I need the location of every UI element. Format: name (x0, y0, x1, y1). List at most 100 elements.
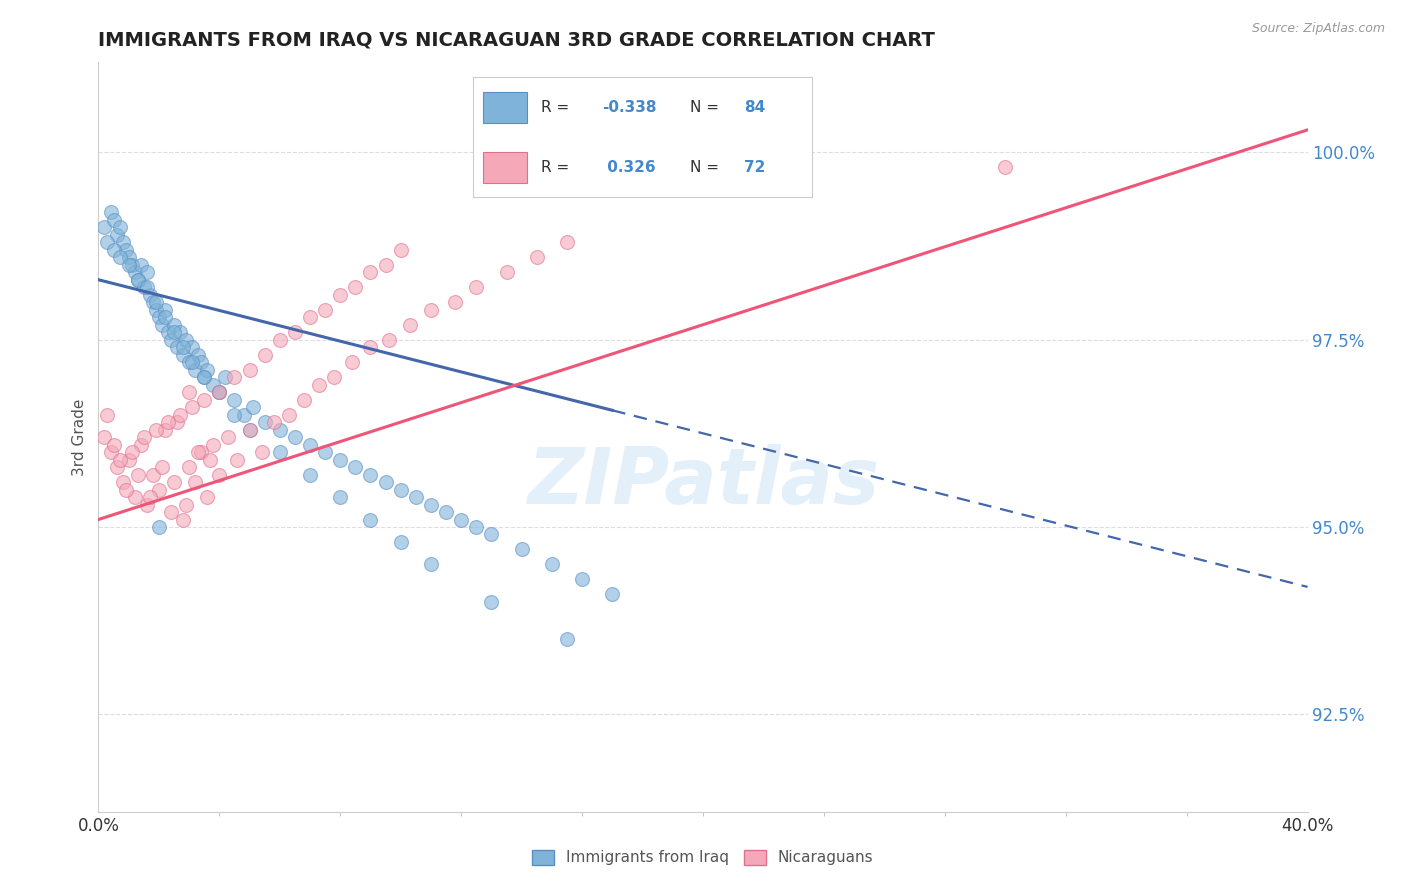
Point (160, 505, 183, 519)
Point (148, 520, 170, 534)
Point (163, 318, 186, 332)
Point (96, 408, 118, 422)
Point (344, 460, 367, 475)
Point (329, 490, 352, 504)
Point (179, 385, 201, 400)
Point (108, 250, 131, 264)
Point (156, 415, 179, 429)
Point (495, 265, 517, 279)
Point (208, 385, 231, 400)
Point (377, 333, 399, 347)
Point (202, 437, 225, 451)
Point (314, 445, 336, 459)
Point (142, 467, 165, 482)
Point (181, 355, 204, 369)
Point (314, 302, 336, 317)
Point (172, 348, 194, 362)
Point (208, 385, 231, 400)
Point (250, 445, 273, 459)
Point (111, 475, 134, 489)
Point (193, 370, 215, 384)
Point (465, 520, 488, 534)
Point (450, 512, 472, 526)
Point (124, 490, 146, 504)
Point (277, 408, 299, 422)
Point (169, 325, 191, 339)
Point (269, 333, 291, 347)
Point (269, 445, 291, 459)
Point (135, 280, 157, 294)
Point (444, 295, 467, 310)
Point (389, 243, 412, 257)
Point (160, 333, 183, 347)
Point (195, 490, 218, 504)
Point (129, 437, 152, 451)
Point (344, 280, 367, 294)
Point (994, 161, 1017, 175)
Point (284, 325, 307, 339)
Point (360, 340, 382, 354)
Point (114, 243, 136, 257)
Point (526, 250, 548, 264)
Point (481, 595, 503, 609)
Point (105, 460, 128, 475)
Legend: Immigrants from Iraq, Nicaraguans: Immigrants from Iraq, Nicaraguans (526, 844, 880, 871)
Point (163, 325, 186, 339)
Point (214, 370, 236, 384)
Point (190, 445, 212, 459)
Point (389, 535, 412, 549)
Point (166, 415, 188, 429)
Point (129, 258, 152, 272)
Point (202, 377, 225, 392)
Point (103, 243, 125, 257)
Point (118, 250, 141, 264)
Point (374, 258, 396, 272)
Point (142, 295, 165, 310)
Point (555, 632, 578, 647)
Point (420, 558, 443, 572)
Point (148, 483, 170, 497)
Point (150, 318, 173, 332)
Point (360, 467, 382, 482)
Point (329, 452, 352, 467)
Point (239, 423, 262, 437)
Point (96, 235, 118, 250)
Point (571, 573, 593, 587)
Point (135, 498, 157, 512)
Point (184, 475, 207, 489)
Point (269, 423, 291, 437)
Point (389, 483, 412, 497)
Point (208, 385, 231, 400)
Point (190, 355, 212, 369)
Point (299, 437, 322, 451)
Point (184, 362, 207, 376)
Text: ZIPatlas: ZIPatlas (527, 444, 879, 520)
Point (195, 362, 218, 376)
Point (374, 475, 396, 489)
Point (124, 265, 146, 279)
Point (224, 392, 246, 407)
Point (187, 348, 209, 362)
Point (100, 445, 122, 459)
Point (153, 423, 176, 437)
Point (263, 415, 285, 429)
Point (239, 423, 262, 437)
Point (108, 452, 131, 467)
Point (174, 333, 197, 347)
Point (226, 452, 249, 467)
Point (360, 512, 382, 526)
Point (329, 287, 352, 301)
Point (174, 498, 197, 512)
Point (465, 280, 488, 294)
Text: Source: ZipAtlas.com: Source: ZipAtlas.com (1251, 22, 1385, 36)
Point (114, 483, 136, 497)
Point (179, 355, 201, 369)
Point (127, 467, 149, 482)
Point (217, 430, 239, 444)
Point (239, 362, 262, 376)
Point (181, 400, 204, 414)
Point (139, 490, 162, 504)
Point (200, 452, 222, 467)
Point (208, 467, 231, 482)
Point (481, 527, 503, 541)
